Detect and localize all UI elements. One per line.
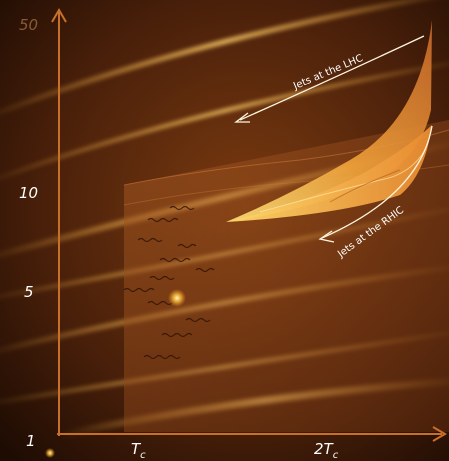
wave-10 — [143, 354, 181, 360]
wave-12 — [195, 267, 215, 273]
wave-9 — [161, 332, 193, 338]
axes — [51, 8, 447, 442]
wave-2 — [147, 217, 179, 223]
x-tick-tc: Tc — [131, 442, 146, 461]
wave-1 — [169, 205, 195, 211]
x-tick-2tc-main: 2T — [314, 440, 333, 458]
energy-surface — [226, 20, 432, 222]
rhic-arrow-line — [321, 125, 433, 239]
x-tick-tc-main: T — [131, 440, 141, 458]
x-tick-tc-sub: c — [140, 450, 146, 461]
glow-dot-center — [168, 289, 186, 307]
lhc-arrow-line — [239, 35, 425, 121]
wave-11 — [177, 243, 197, 249]
y-tick-1: 1 — [26, 432, 36, 450]
wave-6 — [123, 287, 155, 293]
wave-5 — [149, 275, 175, 281]
y-tick-10: 10 — [19, 184, 39, 202]
wave-3 — [137, 237, 163, 243]
glow-dots — [45, 289, 186, 458]
wave-8 — [185, 317, 211, 323]
x-axis-arrowhead — [432, 426, 447, 442]
x-tick-2tc: 2Tc — [314, 442, 338, 461]
x-tick-2tc-sub: c — [332, 450, 339, 461]
y-tick-5: 5 — [24, 283, 34, 301]
rhic-arrowhead — [318, 230, 335, 243]
streak-1 — [0, 0, 429, 115]
y-tick-50: 50 — [19, 16, 39, 34]
wave-7 — [147, 300, 173, 306]
glow-dot-corner — [45, 448, 55, 458]
y-axis-arrowhead — [51, 8, 67, 23]
surface-shade-line — [329, 169, 401, 203]
annotation-arrows — [234, 35, 433, 243]
wave-4 — [159, 257, 191, 263]
lhc-arrowhead — [234, 112, 250, 123]
streak-2 — [0, 61, 449, 180]
wavy-marks — [123, 205, 215, 360]
surface-front — [226, 125, 432, 222]
